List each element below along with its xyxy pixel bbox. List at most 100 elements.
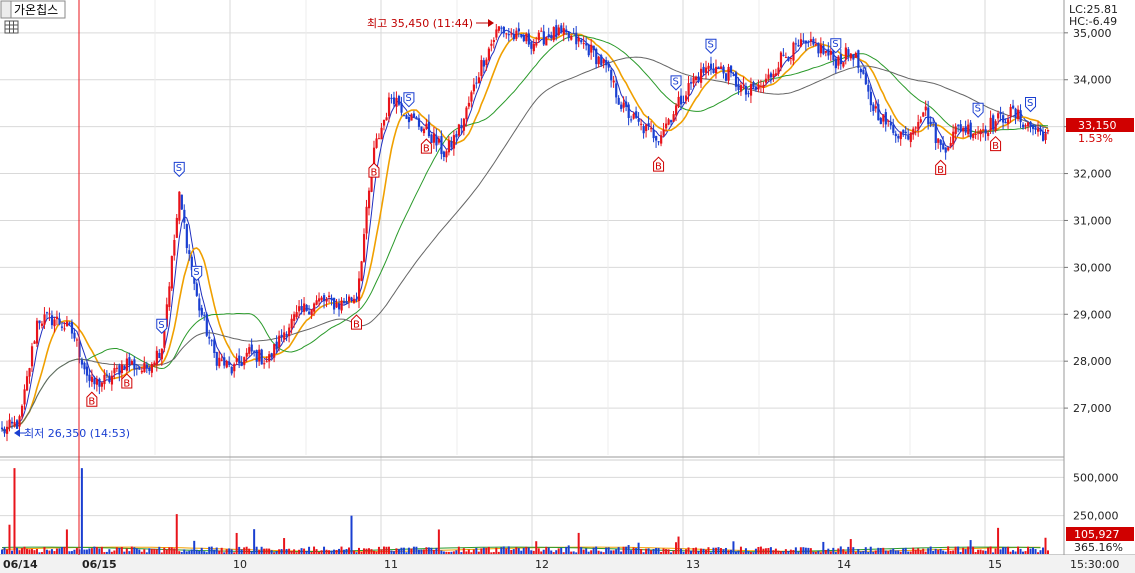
volume-bar [527, 547, 530, 554]
volume-bar [1034, 549, 1037, 554]
candle-body [547, 34, 550, 37]
candle-body [922, 112, 925, 117]
volume-bar [268, 548, 271, 554]
volume-bar [193, 540, 196, 554]
candle-body [300, 305, 303, 311]
volume-bar [1032, 547, 1035, 554]
candle-body [432, 133, 436, 143]
candle-body [130, 361, 134, 365]
volume-bar [195, 549, 198, 554]
volume-bar [430, 547, 433, 554]
hc-readout: HC:-6.49 [1069, 15, 1117, 28]
volume-bar [907, 551, 910, 554]
volume-bar [1044, 537, 1047, 554]
time-tick-label: 13 [686, 558, 700, 571]
time-tick-label: 06/15 [82, 558, 117, 571]
candle-body [208, 336, 211, 339]
candle-body [367, 190, 371, 209]
candle-body [15, 420, 19, 429]
volume-bar [345, 549, 348, 554]
candle-body [113, 368, 116, 374]
candle-body [709, 63, 713, 69]
volume-bar [180, 551, 183, 554]
sell-signal: S [403, 92, 415, 108]
volume-bar [939, 548, 942, 554]
candle-body [632, 113, 635, 119]
candle-body [410, 114, 413, 121]
candle-body [280, 334, 283, 338]
candle-body [377, 138, 381, 140]
volume-bar [832, 547, 835, 554]
candle-body [680, 95, 683, 105]
volume-bar [812, 551, 815, 554]
candle-body [253, 350, 256, 352]
volume-bar [777, 550, 780, 554]
candle-body [530, 41, 533, 49]
candle-body [95, 378, 99, 385]
candle-body [877, 104, 880, 121]
volume-bar [734, 551, 737, 554]
candle-body [597, 56, 600, 65]
price-tick-label: 32,000 [1073, 168, 1112, 181]
volume-bar [517, 548, 520, 554]
candle-body [420, 126, 423, 131]
candle-body [642, 126, 645, 134]
candle-body [759, 85, 763, 87]
volume-bar [852, 547, 855, 554]
volume-bar [38, 552, 41, 554]
candle-body [962, 127, 965, 132]
candle-body [959, 124, 962, 132]
volume-bar [323, 546, 326, 554]
candle-body [392, 97, 396, 105]
price-tick-label: 28,000 [1073, 355, 1112, 368]
volume-bar [887, 551, 890, 554]
candle-body [185, 224, 188, 248]
volume-bar [120, 547, 123, 554]
current-price-value: 33,150 [1078, 119, 1117, 132]
candle-body [153, 362, 156, 366]
candle-body [522, 35, 525, 42]
signal-label: S [405, 93, 411, 104]
volume-bar [627, 545, 630, 554]
volume-bar [90, 548, 93, 554]
candle-body [305, 304, 308, 311]
candle-body [552, 27, 555, 41]
volume-bar [542, 549, 545, 554]
volume-bar [470, 552, 473, 554]
volume-bar [617, 547, 620, 554]
volume-bar [834, 552, 837, 554]
volume-bar [804, 547, 807, 554]
moving-average-lines [1, 29, 1049, 553]
volume-bar [153, 548, 156, 554]
volume-bar [662, 548, 665, 554]
signal-label: S [1027, 98, 1033, 109]
candle-body [712, 69, 715, 74]
volume-bar [313, 546, 316, 554]
candle-body [550, 34, 553, 39]
volume-bar [392, 551, 395, 554]
candle-body [128, 357, 131, 365]
volume-bar [697, 551, 700, 554]
volume-bar [218, 550, 221, 554]
signal-label: S [707, 40, 713, 51]
candle-body [592, 45, 595, 50]
candle-body [115, 367, 119, 369]
sell-signal: S [1025, 97, 1037, 113]
candle-body [440, 136, 443, 155]
candle-body [774, 73, 778, 76]
candle-body [862, 69, 865, 74]
volume-bar [338, 548, 341, 554]
volume-bar [350, 515, 353, 554]
candle-body [507, 34, 510, 36]
candle-body [899, 131, 902, 140]
candle-body [1039, 128, 1042, 132]
volume-bar [555, 550, 558, 554]
grid-settings-icon[interactable] [4, 20, 19, 34]
candle-body [148, 367, 151, 371]
volume-bar [377, 546, 380, 554]
volume-bar [20, 548, 23, 554]
volume-bar [797, 551, 800, 554]
candle-body [263, 363, 266, 365]
volume-bar [115, 547, 118, 554]
